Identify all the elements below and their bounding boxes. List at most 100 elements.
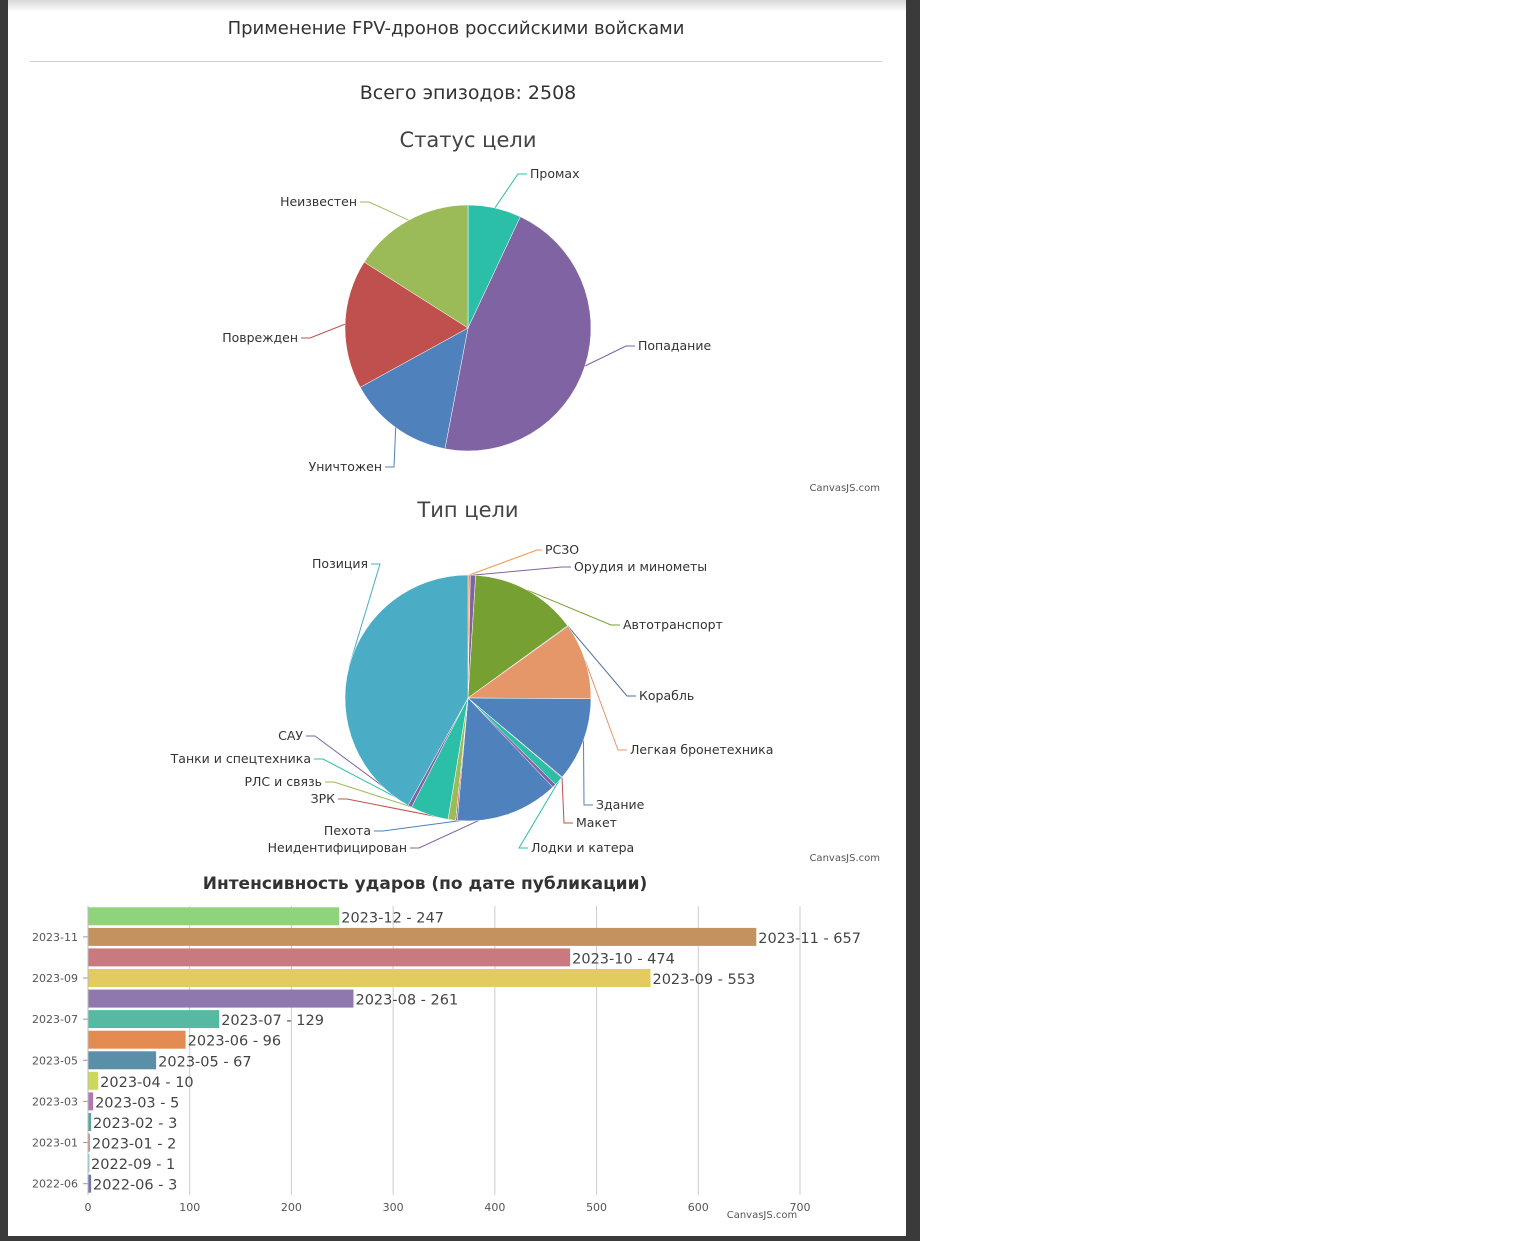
label-connector-zrk [338,798,457,821]
bar-2023-06[interactable] [88,1030,186,1049]
slice-label-neidentificirovan: Неидентифицирован [268,840,407,855]
slice-label-lodki-i-katera: Лодки и катера [531,840,634,855]
total-episodes: Всего эпизодов: 2508 [359,82,577,104]
label-connector-zdanie [583,740,593,806]
bar-2023-03[interactable] [88,1092,94,1111]
bar-2023-09[interactable] [88,969,651,987]
y-tick-label: 2023-09 [32,972,78,985]
x-tick-label: 300 [383,1201,404,1214]
slice-label-sau: САУ [278,728,303,743]
canvasjs-credit[interactable]: CanvasJS.com [809,853,880,864]
label-connector-legkaya-bronetehnika [584,660,627,751]
pie-slice-avtotransport[interactable] [467,574,568,699]
bar-2023-05[interactable] [88,1051,157,1070]
label-connector-avtotransport [527,589,620,626]
y-tick-label: 2022-06 [32,1178,78,1191]
bar-data-label: 2022-09 - 1 [91,1157,175,1173]
window-frame-right [906,0,920,1241]
bar-data-label: 2023-08 - 261 [355,993,458,1009]
slice-label-promah: Промах [530,166,579,181]
bar-data-label: 2023-02 - 3 [93,1116,177,1132]
pie-slice-pehota[interactable] [456,697,554,822]
slice-label-zrk: ЗРК [311,791,336,806]
bar-2023-02[interactable] [88,1113,92,1131]
chart-title: Тип цели [416,498,518,522]
bar-2023-08[interactable] [88,989,354,1008]
label-connector-povrezhden [301,323,346,339]
bar-2022-09[interactable] [88,1154,90,1173]
bar-2023-04[interactable] [88,1071,99,1090]
canvasjs-credit[interactable]: CanvasJS.com [727,1210,798,1221]
bar-data-label: 2022-06 - 3 [93,1178,177,1194]
bar-data-label: 2023-10 - 474 [572,951,675,967]
bar-2023-07[interactable] [88,1010,220,1029]
window-frame-bottom [0,1236,920,1241]
slice-label-legkaya-bronetehnika: Легкая бронетехника [630,742,773,757]
label-connector-poziciya [348,563,381,668]
bar-2022-06[interactable] [88,1174,92,1193]
slice-label-tanki-i-spectehnika: Танки и спецтехника [170,751,311,766]
slice-label-rszo: РСЗО [545,542,579,557]
strike-intensity-bar-chart: Интенсивность ударов (по дате публикации… [32,874,861,1221]
bar-2023-11[interactable] [88,927,757,946]
page-title: Применение FPV-дронов российскими войска… [227,18,685,39]
label-connector-promah [494,173,527,209]
target-status-pie-chart: Статус цели Промах Попадание Уничтожен Повре… [222,128,880,494]
x-tick-label: 500 [586,1201,607,1214]
slice-label-avtotransport: Автотранспорт [623,617,723,632]
label-connector-lodki-i-katera [518,780,560,849]
y-tick-label: 2023-07 [32,1013,78,1026]
label-connector-maket [561,777,573,824]
bar-data-label: 2023-03 - 5 [95,1095,179,1111]
x-tick-label: 700 [790,1201,811,1214]
pie-slice-legkaya-bronetehnika[interactable] [467,625,592,700]
bar-data-label: 2023-06 - 96 [188,1034,282,1050]
pie-slice-neizvesten[interactable] [363,204,469,329]
x-tick-label: 200 [281,1201,302,1214]
x-tick-label: 400 [484,1201,505,1214]
slice-label-rls-i-svyaz: РЛС и связь [244,774,322,789]
pie-slice-poziciya[interactable] [344,574,469,806]
bar-data-label: 2023-09 - 553 [652,972,755,988]
pie-slice-povrezhden[interactable] [344,261,469,388]
slice-label-neizvesten: Неизвестен [280,194,357,209]
slice-label-popadanie: Попадание [638,338,711,353]
bar-2023-10[interactable] [88,948,571,967]
label-connector-korabl [567,625,636,697]
slice-label-maket: Макет [576,815,617,830]
bar-data-label: 2023-05 - 67 [158,1054,252,1070]
x-tick-label: 600 [688,1201,709,1214]
bar-2023-12[interactable] [88,907,340,926]
x-tick-label: 0 [85,1201,92,1214]
y-tick-label: 2023-01 [32,1137,78,1150]
target-type-pie-chart: Тип цели РСЗО Орудия и минометы Автотранспо… [170,498,880,864]
slice-label-orudiya-i-minomety: Орудия и минометы [574,559,707,574]
y-tick-label: 2023-11 [32,931,78,944]
pie-slice-popadanie[interactable] [444,216,592,452]
canvasjs-credit[interactable]: CanvasJS.com [809,483,880,494]
label-connector-neizvesten [360,201,409,221]
pie-slice-unichtozhen[interactable] [359,327,469,450]
bar-data-label: 2023-04 - 10 [100,1075,193,1091]
label-connector-orudiya-i-minomety [472,566,571,576]
y-tick-label: 2023-03 [32,1095,78,1108]
bar-data-label: 2023-01 - 2 [92,1137,176,1153]
label-connector-unichtozhen [385,427,397,468]
label-connector-sau [306,735,411,807]
label-connector-rszo [469,549,542,576]
slice-label-korabl: Корабль [639,688,694,703]
label-connector-popadanie [584,345,635,367]
title-divider [30,61,882,62]
y-tick-label: 2023-05 [32,1054,78,1067]
chart-title: Интенсивность ударов (по дате публикации… [203,874,648,894]
window-frame-left [0,0,8,1241]
bar-data-label: 2023-11 - 657 [758,931,861,947]
slice-label-poziciya: Позиция [312,556,368,571]
pie-slice-zdanie[interactable] [467,697,592,778]
slice-label-zdanie: Здание [596,797,645,812]
slice-label-unichtozhen: Уничтожен [309,459,382,474]
chart-title: Статус цели [400,128,537,152]
slice-label-pehota: Пехота [324,823,371,838]
bar-2023-01[interactable] [88,1133,90,1152]
bar-data-label: 2023-12 - 247 [341,910,444,926]
